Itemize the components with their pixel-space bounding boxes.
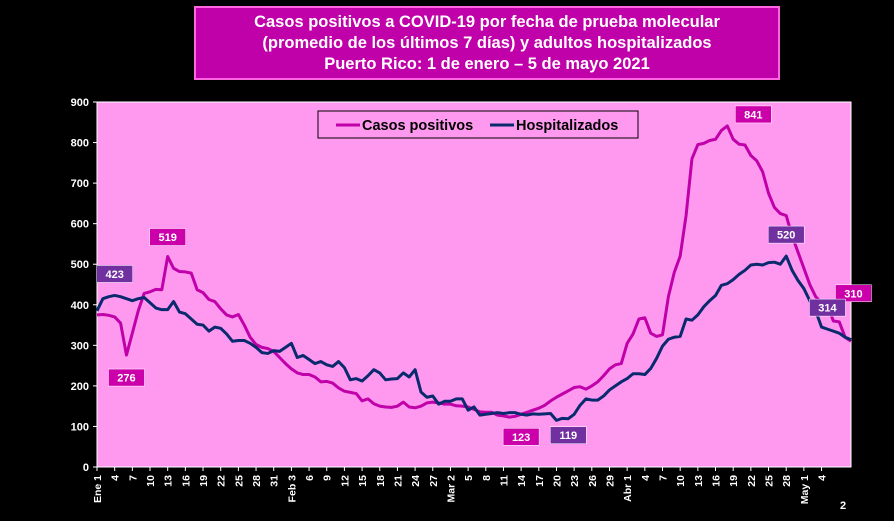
x-tick-label: 4 — [640, 475, 652, 481]
x-tick-label: 13 — [163, 475, 175, 487]
x-tick-label: 10 — [145, 475, 157, 487]
hosp-data-label-box — [767, 225, 805, 244]
x-tick-label: 16 — [180, 475, 192, 487]
x-tick-label: Abr 1 — [622, 475, 634, 502]
casos-data-label-box — [149, 228, 186, 246]
chart-title-line-1: Casos positivos a COVID-19 por fecha de … — [254, 12, 720, 31]
x-tick-label: 28 — [781, 475, 793, 487]
x-tick-label: 25 — [233, 475, 245, 487]
chart-title-line-2: (promedio de los últimos 7 días) y adult… — [262, 33, 712, 52]
x-tick-label: 14 — [516, 475, 528, 487]
y-tick-label: 400 — [71, 300, 89, 312]
x-tick-label: May 1 — [799, 475, 811, 504]
x-tick-label: 26 — [587, 475, 599, 487]
x-tick-label: 4 — [817, 475, 829, 481]
x-tick-label: 12 — [339, 475, 351, 487]
x-tick-label: 22 — [746, 475, 758, 487]
casos-data-label-box — [735, 105, 772, 124]
x-tick-label: 24 — [410, 475, 422, 487]
legend-label-hospitalizados: Hospitalizados — [516, 118, 618, 134]
x-tick-label: 7 — [658, 475, 670, 481]
casos-data-label: 123 — [512, 432, 530, 444]
x-tick-label: 27 — [428, 475, 440, 487]
legend-box — [317, 110, 639, 139]
casos-data-label-box — [835, 284, 872, 303]
y-tick-label: 600 — [71, 219, 89, 231]
page-number: 2 — [840, 500, 847, 512]
hosp-data-label: 423 — [105, 269, 123, 281]
x-tick-label: Feb 3 — [286, 475, 298, 503]
x-tick-label: 28 — [251, 475, 263, 487]
y-tick-label: 500 — [71, 259, 89, 271]
hosp-data-label: 314 — [818, 303, 837, 315]
x-tick-label: 21 — [392, 475, 404, 487]
x-tick-label: 6 — [304, 475, 316, 481]
hosp-data-label: 119 — [559, 430, 577, 442]
x-tick-label: 19 — [198, 475, 210, 487]
casos-data-label: 519 — [159, 232, 177, 244]
x-tick-label: 19 — [728, 475, 740, 487]
x-tick-label: 22 — [216, 475, 228, 487]
x-tick-label: 13 — [693, 475, 705, 487]
x-tick-label: 29 — [604, 475, 616, 487]
y-tick-label: 200 — [71, 381, 89, 393]
x-tick-label: 11 — [498, 475, 510, 486]
chart-title-line-3: Puerto Rico: 1 de enero – 5 de mayo 2021 — [324, 54, 650, 73]
x-tick-label: 5 — [463, 475, 475, 481]
hospitalizados-line — [95, 254, 852, 422]
hosp-data-label: 520 — [777, 230, 795, 242]
x-tick-label: 31 — [269, 475, 281, 487]
x-tick-label: 10 — [675, 475, 687, 487]
x-tick-label: 18 — [375, 475, 387, 487]
casos-data-label-box — [108, 368, 145, 387]
y-tick-label: 300 — [71, 340, 89, 352]
y-tick-label: 100 — [71, 421, 89, 433]
casos-data-label: 841 — [744, 109, 762, 121]
x-tick-label: Ene 1 — [92, 475, 104, 503]
x-tick-label: 16 — [711, 475, 723, 487]
x-tick-label: 23 — [569, 475, 581, 487]
legend-label-casos: Casos positivos — [362, 118, 473, 134]
x-tick-label: 20 — [551, 475, 563, 487]
plot-area — [96, 101, 852, 468]
hosp-data-label-box — [96, 265, 133, 283]
y-tick-label: 700 — [71, 178, 89, 190]
chart-title-box: Casos positivos a COVID-19 por fecha de … — [194, 6, 780, 80]
x-tick-label: 9 — [322, 475, 334, 481]
y-tick-label: 900 — [71, 97, 89, 109]
x-tick-label: 15 — [357, 475, 369, 487]
hosp-data-label-box — [550, 426, 587, 444]
x-tick-label: 4 — [110, 475, 122, 481]
x-tick-label: 17 — [534, 475, 546, 487]
x-tick-label: 25 — [764, 475, 776, 487]
casos-data-label: 310 — [844, 288, 862, 300]
casos-data-label: 276 — [117, 373, 135, 385]
x-tick-label: 7 — [127, 475, 139, 481]
x-tick-label: 8 — [481, 475, 493, 481]
hosp-data-label-box — [809, 298, 846, 317]
y-tick-label: 800 — [71, 138, 89, 150]
x-tick-label: Mar 2 — [445, 475, 457, 503]
casos-data-label-box — [502, 428, 540, 446]
y-tick-label: 0 — [83, 462, 89, 474]
